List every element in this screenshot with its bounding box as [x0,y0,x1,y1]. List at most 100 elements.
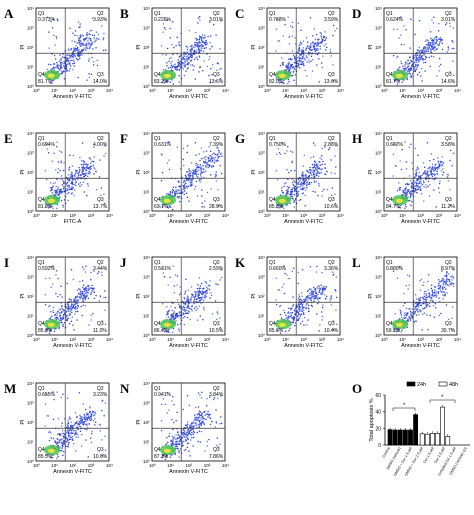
scatter-point [188,185,190,187]
scatter-point [445,283,447,285]
q1-name: Q1 [386,260,393,266]
scatter-point [44,170,47,172]
scatter-point [425,294,428,297]
scatter-point [404,188,406,190]
scatter-point [437,285,439,287]
scatter-point [297,63,299,65]
scatter-point [91,29,93,32]
scatter-point [302,188,304,191]
scatter-point [419,188,422,190]
scatter-point [56,438,58,440]
scatter-point [290,321,292,323]
scatter-point [431,46,434,48]
scatter-point [436,295,438,297]
scatter-point [174,438,176,440]
scatter-point [84,178,86,180]
scatter-point [291,193,293,195]
scatter-point [81,167,83,169]
scatter-point [289,327,291,330]
scatter-point [201,38,203,40]
scatter-point [426,47,428,49]
scatter-point [402,190,404,192]
scatter-point [175,440,177,442]
scatter-point [182,147,185,149]
scatter-point [438,165,441,167]
scatter-point [50,328,52,331]
scatter-point [425,174,427,176]
x-axis-label: Annexin V-FITC [401,94,440,100]
scatter-point [172,65,174,67]
scatter-point [55,36,57,38]
scatter-point [409,310,412,313]
scatter-point [447,46,449,48]
scatter-point [307,183,309,185]
scatter-point [297,310,299,312]
scatter-point [166,311,168,313]
scatter-point [72,63,74,65]
scatter-point [403,292,405,295]
scatter-point [299,183,302,185]
density-peak [47,73,55,79]
scatter-point [420,302,422,304]
scatter-point [75,170,78,173]
scatter-point [307,319,309,321]
scatter-point [302,187,304,189]
scatter-point [315,43,317,45]
scatter-point [93,414,96,416]
q1-name: Q1 [154,11,161,17]
scatter-point [94,424,96,426]
scatter-point [178,65,180,67]
scatter-point [304,205,306,207]
scatter-point [85,290,87,292]
scatter-point [407,72,409,74]
scatter-point [319,293,322,295]
q3-value: 13.6% [209,79,224,85]
x-tick-label: 10² [301,213,308,218]
scatter-point [72,429,74,431]
scatter-point [172,53,174,55]
scatter-point [288,43,291,45]
scatter-point [415,306,417,308]
q3-name: Q3 [445,197,452,203]
scatter-point [162,398,165,400]
scatter-point [309,48,311,50]
x-tick-label: 10⁰ [381,88,388,93]
scatter-point [199,297,202,299]
scatter-point [73,307,75,309]
y-tick-label: 10⁴ [258,131,265,136]
scatter-point [310,156,312,159]
scatter-point [216,159,218,161]
scatter-point [318,330,320,332]
scatter-point [200,423,202,425]
scatter-point [307,295,310,297]
flow-panel-n: N Q10.941%Q23.84%Q37.86%Q487.3%10⁰10⁰10¹1… [120,381,229,475]
scatter-point [79,169,81,171]
scatter-point [61,308,63,310]
scatter-point [430,298,432,300]
scatter-point [203,418,206,420]
scatter-point [71,427,73,429]
q3-value: 11.0% [93,328,107,334]
y-axis-label: PI [251,44,257,50]
y-tick-label: 10¹ [258,190,265,195]
scatter-point [78,420,80,422]
scatter-point [167,316,169,318]
scatter-point [57,295,59,298]
scatter-point [91,290,93,292]
scatter-point [60,67,62,69]
scatter-point [191,308,193,311]
scatter-point [93,270,95,272]
scatter-point [446,176,449,178]
scatter-point [278,289,280,291]
scatter-point [83,161,85,163]
scatter-point [428,292,431,294]
scatter-point [183,306,186,309]
scatter-point [49,206,51,208]
scatter-point [442,284,444,286]
scatter-point [67,431,69,433]
scatter-point [398,37,400,39]
scatter-point [282,192,284,194]
scatter-point [199,178,201,181]
scatter-point [67,314,69,316]
scatter-point [288,58,290,60]
